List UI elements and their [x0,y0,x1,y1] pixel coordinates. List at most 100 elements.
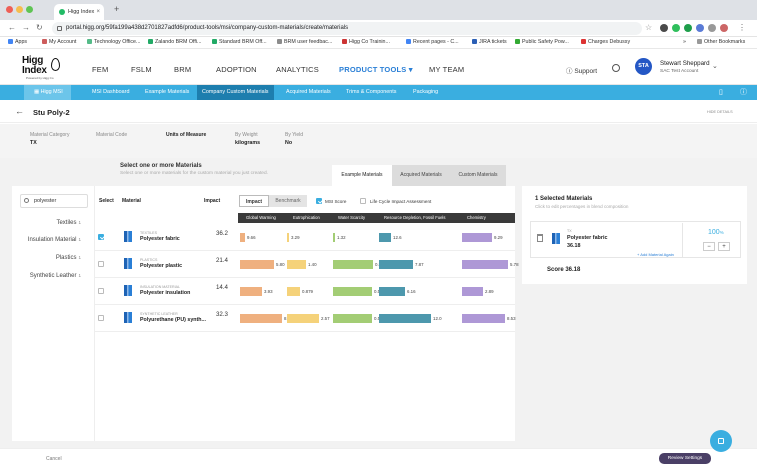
table-row[interactable] [95,278,515,305]
bookmark-apps[interactable]: Apps [8,39,27,45]
browser-tab[interactable]: Higg Index × [54,4,104,20]
table-row[interactable] [95,251,515,278]
filter-plastics[interactable]: Plastics 1 [55,255,81,261]
bookmark[interactable]: Technology Office... [87,39,140,45]
select-checkbox[interactable] [98,315,104,321]
filter-textiles[interactable]: Textiles 1 [56,220,81,226]
forward-arrow-icon[interactable]: → [22,23,30,32]
cancel-button[interactable]: Cancel [46,456,62,462]
tab-example-materials[interactable]: Example Materials [332,165,392,186]
bookmark[interactable]: Recent pages - C... [406,39,459,45]
help-fab[interactable] [710,430,732,452]
tab-example-materials[interactable]: Example Materials [145,89,190,95]
tab-trims-components[interactable]: Trims & Components [346,89,397,95]
nav-fslm[interactable]: FSLM [131,65,152,74]
search-input[interactable]: polyester [20,194,88,208]
back-arrow-icon[interactable]: ← [15,106,24,116]
trash-icon[interactable] [537,234,543,242]
benchmark-toggle[interactable]: Benchmark [269,195,307,207]
globe-icon[interactable] [612,64,620,72]
close-window-icon[interactable] [6,6,13,13]
tab-company-custom-materials[interactable]: Company Custom Materials [197,85,274,100]
bookmark[interactable]: Charges Debussy [581,39,630,45]
tab-acquired-materials[interactable]: Acquired Materials [392,165,450,186]
kebab-menu-icon[interactable]: ⋮ [738,23,746,32]
extension-icon[interactable] [696,24,704,32]
reload-icon[interactable]: ↻ [36,23,43,32]
tab-msi-dashboard[interactable]: MSI Dashboard [92,89,130,95]
nav-brm[interactable]: BRM [174,65,192,74]
extension-icon[interactable] [672,24,680,32]
decrease-button[interactable]: − [703,242,715,251]
star-icon[interactable]: ☆ [645,23,653,32]
materials-table [95,186,515,441]
percent-input[interactable]: 100% [708,229,724,236]
url-text: portal.higg.org/59fa199a438d2701827adfd6… [66,25,349,31]
hide-details-link[interactable]: HIDE DETAILS [707,110,733,114]
new-tab-icon[interactable]: + [114,4,120,14]
book-icon[interactable]: ▯ [719,89,723,96]
material-name[interactable]: Polyester fabric [140,236,180,242]
bookmark[interactable]: Standard BRM Off... [212,39,267,45]
extension-icon[interactable] [660,24,668,32]
avatar[interactable]: STA [635,58,652,75]
select-checkbox[interactable] [98,234,104,240]
tab-custom-materials[interactable]: Custom Materials [450,165,506,186]
higg-msi-tab[interactable]: ▦ Higg MSI [24,85,71,100]
nav-analytics[interactable]: ANALYTICS [276,65,319,74]
profile-icon[interactable] [720,24,728,32]
select-subheading: Select one or more materials for the cus… [120,171,268,176]
tab-acquired-materials[interactable]: Acquired Materials [286,89,331,95]
nav-my-team[interactable]: MY TEAM [429,65,465,74]
bookmark[interactable]: JIRA tickets [472,39,507,45]
table-row[interactable] [95,305,515,332]
percent-editor [682,223,742,257]
support-link[interactable]: ⓘ Support [566,68,598,75]
select-checkbox[interactable] [98,288,104,294]
nav-adoption[interactable]: ADOPTION [216,65,257,74]
add-material-again-link[interactable]: + Add Material Again [637,252,674,257]
chevron-down-icon[interactable]: ⌄ [712,63,718,70]
material-name[interactable]: Polyurethane (PU) synth... [140,317,206,323]
meta-value: No [285,140,293,146]
filter-synthetic-leather[interactable]: Synthetic Leather 1 [29,273,81,279]
puzzle-icon[interactable] [708,24,716,32]
impact-bar [287,287,300,296]
minimize-window-icon[interactable] [16,6,23,13]
bookmark[interactable]: Zalando BRM Offi... [148,39,201,45]
material-name[interactable]: Polyester plastic [140,263,183,269]
bookmark[interactable]: Public Safety Pow... [515,39,569,45]
user-name[interactable]: Stewart Sheppard [660,60,710,67]
bookmark[interactable]: Higg Co Trainin... [342,39,390,45]
material-name[interactable]: Polyester insulation [140,290,191,296]
review-settings-button[interactable]: Review Settings [659,453,711,464]
maximize-window-icon[interactable] [26,6,33,13]
lca-checkbox[interactable] [360,198,366,204]
url-input[interactable]: portal.higg.org/59fa199a438d2701827adfd6… [52,22,642,35]
bookmark-more-icon[interactable]: » [683,39,686,45]
increase-button[interactable]: + [718,242,730,251]
impact-value: 36.2 [215,230,228,237]
bookmark[interactable]: My Account [42,39,76,45]
impact-bar [462,260,508,269]
meta-value: kilograms [235,140,261,146]
back-arrow-icon[interactable]: ← [8,23,16,32]
nav-product-tools[interactable]: PRODUCT TOOLS ▾ [339,65,413,74]
nav-fem[interactable]: FEM [92,65,109,74]
higg-index-logo[interactable]: Higg Index Powered by Higg Co [22,55,60,81]
header-select: Select [99,198,114,204]
select-checkbox[interactable] [98,261,104,267]
info-icon[interactable]: ⓘ [740,89,747,96]
impact-bar-value: 3.93 [264,289,273,294]
filter-insulation-material[interactable]: Insulation Material 1 [27,237,81,243]
impact-bar-value: 9.29 [494,235,503,240]
bookmark[interactable]: BRM user feedbac... [277,39,332,45]
table-row[interactable] [95,224,515,251]
material-category: SYNTHETIC LEATHER [140,312,178,316]
extension-icon[interactable] [684,24,692,32]
msi-score-checkbox[interactable] [316,198,322,204]
tab-packaging[interactable]: Packaging [413,89,439,95]
impact-toggle[interactable]: Impact [239,195,269,207]
close-tab-icon[interactable]: × [96,9,100,15]
other-bookmarks[interactable]: Other Bookmarks [697,39,745,45]
